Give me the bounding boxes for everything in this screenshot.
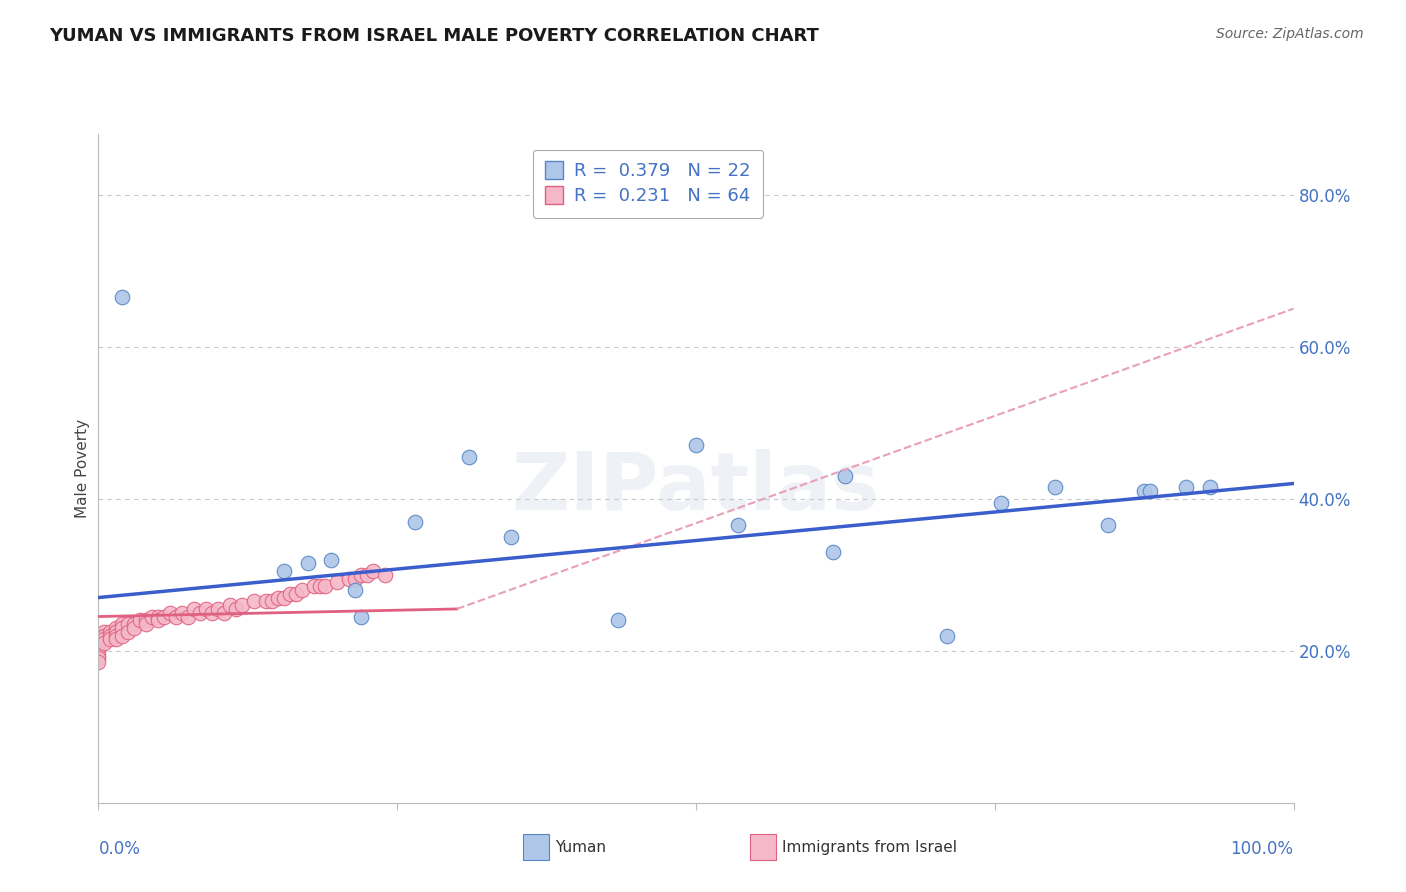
Point (1139, 484, 1161, 499)
Point (273, 564, 295, 578)
Point (165, 609, 187, 624)
Point (98, 624, 122, 639)
Point (87, 636, 110, 650)
Point (1097, 518, 1119, 533)
Point (87, 648, 110, 662)
Point (326, 575, 349, 590)
Point (183, 602, 205, 616)
Legend: R =  0.379   N = 22, R =  0.231   N = 64: R = 0.379 N = 22, R = 0.231 N = 64 (533, 150, 763, 218)
Text: YUMAN VS IMMIGRANTS FROM ISRAEL MALE POVERTY CORRELATION CHART: YUMAN VS IMMIGRANTS FROM ISRAEL MALE POV… (49, 27, 820, 45)
Point (727, 518, 749, 533)
Text: Source: ZipAtlas.com: Source: ZipAtlas.com (1216, 27, 1364, 41)
Point (231, 598, 253, 612)
Point (374, 567, 396, 582)
Text: 0.0%: 0.0% (98, 839, 141, 857)
Point (87, 628, 110, 642)
Point (87, 651, 110, 665)
Point (117, 617, 139, 632)
Point (284, 587, 307, 601)
Text: Yuman: Yuman (555, 840, 606, 855)
Point (315, 579, 337, 593)
Point (350, 609, 373, 624)
Point (308, 579, 330, 593)
Point (207, 602, 229, 616)
Point (1133, 484, 1156, 499)
Point (111, 617, 134, 632)
Point (350, 567, 373, 582)
Point (153, 609, 176, 624)
Point (98, 632, 122, 647)
Point (201, 606, 224, 620)
Point (936, 628, 959, 642)
Point (159, 606, 181, 620)
Point (93, 624, 115, 639)
Point (243, 594, 266, 608)
Point (344, 572, 367, 586)
Point (172, 606, 194, 620)
Point (135, 617, 157, 632)
Text: ZIPatlas: ZIPatlas (512, 450, 880, 527)
FancyBboxPatch shape (749, 834, 776, 860)
Point (212, 606, 235, 620)
Point (124, 617, 146, 632)
Point (105, 621, 128, 635)
Point (87, 644, 110, 658)
Point (302, 579, 325, 593)
Point (98, 628, 122, 642)
Point (1043, 480, 1066, 494)
Point (291, 582, 314, 597)
Point (404, 515, 426, 529)
Point (148, 609, 170, 624)
Point (607, 613, 630, 627)
Text: Immigrants from Israel: Immigrants from Israel (782, 840, 957, 855)
Point (297, 557, 319, 571)
Point (260, 594, 283, 608)
Point (188, 606, 211, 620)
Point (458, 450, 481, 464)
Point (344, 582, 367, 597)
Point (254, 594, 277, 608)
Point (273, 591, 295, 605)
Point (499, 530, 522, 544)
Point (87, 640, 110, 654)
Point (194, 602, 218, 616)
Point (356, 567, 378, 582)
Point (177, 609, 200, 624)
Point (219, 598, 242, 612)
Point (105, 632, 128, 647)
Point (105, 628, 128, 642)
Point (129, 613, 152, 627)
Point (225, 602, 247, 616)
Point (105, 624, 128, 639)
Point (141, 609, 163, 624)
Point (135, 613, 157, 627)
Point (111, 621, 134, 635)
Point (321, 552, 343, 566)
Point (93, 632, 115, 647)
Point (990, 495, 1012, 509)
Point (148, 613, 170, 627)
Point (93, 628, 115, 642)
Point (117, 624, 139, 639)
Point (87, 632, 110, 647)
Point (278, 587, 301, 601)
Point (93, 636, 115, 650)
Point (267, 591, 290, 605)
Point (111, 628, 134, 642)
Point (685, 438, 707, 452)
Text: 100.0%: 100.0% (1230, 839, 1294, 857)
Point (124, 621, 146, 635)
Y-axis label: Male Poverty: Male Poverty (75, 418, 90, 518)
Point (111, 290, 134, 304)
Point (87, 655, 110, 669)
Point (823, 545, 845, 559)
Point (1175, 480, 1198, 494)
Point (1198, 480, 1220, 494)
Point (339, 572, 360, 586)
Point (834, 469, 856, 483)
FancyBboxPatch shape (523, 834, 548, 860)
Point (363, 564, 385, 578)
